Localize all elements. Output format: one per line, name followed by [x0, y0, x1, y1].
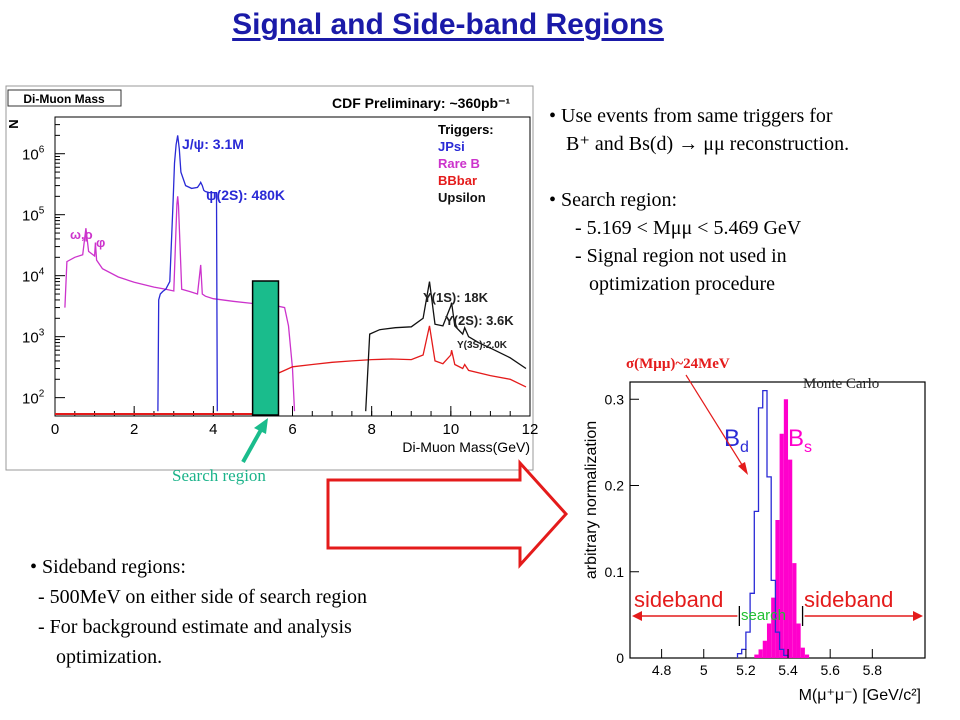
y-tick-label: 0 — [616, 650, 624, 666]
bs-bar — [758, 649, 763, 658]
bullet-line: • Use events from same triggers for — [549, 105, 833, 127]
peak-label: ω,ρ — [70, 227, 93, 242]
series-line-rare-b — [64, 196, 296, 412]
x-tick-label: 5.2 — [736, 662, 756, 678]
legend-item: Upsilon — [438, 190, 486, 205]
peak-label: Υ(3S):2.0K — [457, 340, 508, 351]
series-line-jpsi — [157, 135, 218, 412]
bs-bar — [783, 399, 789, 658]
bullet-line: - For background estimate and analysis — [38, 616, 352, 638]
x-tick-label: 5.8 — [863, 662, 883, 678]
y-tick-label: 0.1 — [605, 564, 625, 580]
x-tick-label: 0 — [51, 421, 59, 438]
legend-title: Triggers: — [438, 122, 494, 137]
sigma-resolution-label: σ(Mμμ)~24MeV — [626, 356, 730, 372]
x-tick-label: 4 — [209, 421, 217, 438]
x-axis-label: M(μ⁺μ⁻) [GeV/c²] — [799, 687, 921, 704]
bullet-line: • Sideband regions: — [30, 556, 186, 578]
chart-title-box — [7, 89, 122, 107]
x-tick-label: 2 — [130, 421, 138, 438]
legend-item: JPsi — [438, 139, 465, 154]
legend-item: Rare B — [438, 156, 480, 171]
y-tick-label: 104 — [22, 267, 45, 286]
x-tick-label: 12 — [522, 421, 539, 438]
bs-bar — [804, 654, 810, 658]
bs-bar — [800, 647, 805, 658]
x-tick-label: 5 — [700, 662, 708, 678]
peak-label: Υ(1S): 18K — [423, 290, 489, 305]
arrowhead-left — [632, 611, 642, 621]
search-window-label: search — [741, 607, 786, 624]
series-line-bbbar — [252, 325, 527, 412]
monte-carlo-label: Monte Carlo — [803, 376, 880, 392]
bullet-line: optimization. — [56, 646, 163, 668]
y-tick-label: 0.3 — [605, 391, 625, 407]
x-tick-label: 4.8 — [652, 662, 672, 678]
x-tick-label: 5.4 — [778, 662, 798, 678]
bs-bar — [788, 459, 793, 658]
arrowhead-right — [913, 611, 923, 621]
plot-area — [629, 381, 926, 659]
y-tick-label: 103 — [22, 328, 45, 347]
bs-bar — [766, 623, 772, 658]
big-red-arrow — [326, 459, 569, 569]
bs-bar — [762, 640, 767, 658]
legend-item: BBbar — [438, 173, 477, 188]
chart-title: Di-Muon Mass — [23, 92, 105, 106]
search-region-label: Search region — [172, 466, 266, 485]
bullet-line: optimization procedure — [589, 273, 776, 295]
sigma-arrow — [685, 374, 745, 469]
y-axis-label: arbitrary normalization — [583, 421, 600, 579]
sigma-arrowhead — [738, 462, 748, 475]
bs-bar — [779, 433, 784, 658]
bullet-line: - 500MeV on either side of search region — [38, 586, 367, 608]
sideband-right-label: sideband — [804, 587, 893, 612]
series-line-upsilon — [365, 281, 527, 412]
chart-subtitle: CDF Preliminary: ~360pb⁻¹ — [332, 95, 511, 111]
search-region-arrow — [241, 427, 264, 463]
bs-bar — [792, 563, 797, 658]
peak-label: Υ(2S): 3.6K — [445, 313, 514, 328]
chart-frame — [5, 85, 534, 471]
bs-label: Bs — [788, 425, 812, 456]
bullet-line: B⁺ and Bs(d) → μμ reconstruction. — [566, 133, 850, 155]
bullet-line: - Signal region not used in — [575, 245, 787, 267]
y-axis-label: N — [6, 119, 21, 128]
bd-label: Bd — [724, 425, 749, 456]
bs-bar — [796, 623, 801, 658]
bs-bar — [775, 520, 780, 658]
y-tick-label: 105 — [22, 206, 45, 225]
bd-histogram — [736, 389, 789, 658]
bullet-line: • Search region: — [549, 189, 678, 211]
search-region-box — [251, 280, 280, 416]
y-tick-label: 102 — [22, 389, 45, 408]
peak-label: ψ(2S): 480K — [206, 187, 285, 203]
x-tick-label: 8 — [367, 421, 375, 438]
x-tick-label: 5.6 — [820, 662, 840, 678]
bullets-top: • Use events from same triggers for B⁺ a… — [549, 102, 849, 298]
x-axis-label: Di-Muon Mass(GeV) — [402, 439, 530, 455]
plot-area — [54, 116, 531, 417]
x-tick-label: 10 — [442, 421, 459, 438]
y-tick-label: 0.2 — [605, 478, 625, 494]
peak-label: J/ψ: 3.1M — [182, 136, 244, 152]
x-tick-label: 6 — [288, 421, 296, 438]
bs-bar — [771, 597, 776, 658]
page-title: Signal and Side-band Regions — [232, 8, 664, 41]
bs-bar — [754, 654, 759, 658]
bullet-line: - 5.169 < Mμμ < 5.469 GeV — [575, 217, 802, 239]
peak-label: φ — [96, 235, 105, 250]
y-tick-label: 106 — [22, 145, 45, 164]
bullets-bottom: • Sideband regions: - 500MeV on either s… — [30, 552, 367, 672]
search-region-arrowhead — [254, 418, 268, 434]
bullet-line — [549, 158, 849, 186]
sideband-left-label: sideband — [634, 587, 723, 612]
